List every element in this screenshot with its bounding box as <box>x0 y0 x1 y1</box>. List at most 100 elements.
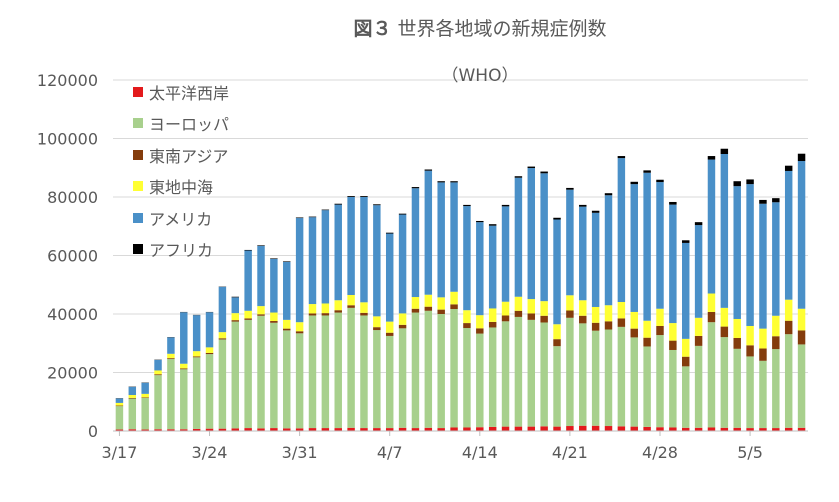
x-axis: 3/17 3/24 3/31 4/7 4/14 4/21 4/28 5/5 <box>101 430 808 462</box>
bar-segment-series-3 <box>270 312 278 322</box>
legend-swatch <box>133 118 143 129</box>
bar-segment-series-1 <box>746 356 754 429</box>
bar-segment-series-1 <box>231 321 239 429</box>
bar-segment-series-4 <box>308 217 317 305</box>
bar-segment-series-1 <box>205 354 214 429</box>
bar-segment-series-3 <box>360 302 368 313</box>
bar-segment-series-5 <box>656 179 664 183</box>
bar-segment-series-5 <box>682 240 690 243</box>
legend-label: アフリカ <box>149 241 214 261</box>
bar-segment-series-3 <box>347 294 355 306</box>
bar-segment-series-1 <box>682 366 690 428</box>
bar-segment-series-3 <box>501 301 510 316</box>
bar-segment-series-0 <box>347 427 355 431</box>
bar-segment-series-5 <box>488 224 497 226</box>
bar-segment-series-5 <box>720 148 729 154</box>
bar-segment-series-1 <box>656 335 664 428</box>
bar-segment-series-4 <box>604 195 613 306</box>
bar-segment-series-5 <box>321 209 330 211</box>
bar-segment-series-2 <box>154 374 162 376</box>
bar-segment-series-3 <box>437 297 445 310</box>
bar-segment-series-3 <box>604 305 613 322</box>
bar-segment-series-1 <box>527 319 536 427</box>
bar-segment-series-5 <box>283 261 291 262</box>
bar-segment-series-3 <box>463 310 471 324</box>
bar-segment-series-5 <box>295 217 304 219</box>
bar-segment-series-3 <box>373 316 381 328</box>
bar-segment-series-0 <box>141 429 149 431</box>
bar-segment-series-1 <box>488 327 497 427</box>
bar-segment-series-0 <box>154 429 162 431</box>
gridlines <box>113 79 808 373</box>
bar-segment-series-5 <box>501 204 510 207</box>
bar-segment-series-3 <box>321 303 330 314</box>
bar-segment-series-5 <box>694 222 703 226</box>
bar-segment-series-3 <box>128 395 137 398</box>
bar-segment-series-2 <box>115 405 124 407</box>
bar-segment-series-4 <box>720 154 729 308</box>
bar-segment-series-5 <box>566 187 574 190</box>
bar-segment-series-3 <box>180 363 188 369</box>
bar-segment-series-0 <box>218 428 227 431</box>
bar-segment-series-0 <box>797 427 806 431</box>
bar-segment-series-1 <box>772 349 780 429</box>
legend-swatch <box>133 149 143 160</box>
legend-item: 東地中海 <box>133 171 229 203</box>
bar-segment-series-2 <box>347 305 355 308</box>
bar-segment-series-4 <box>682 242 690 339</box>
y-tick-label: 100000 <box>37 130 98 149</box>
legend-label: アメリカ <box>149 209 213 229</box>
legend-item: ヨーロッパ <box>133 108 229 140</box>
bar-segment-series-1 <box>128 398 137 430</box>
bar-segment-series-2 <box>617 318 626 327</box>
bar-segment-series-4 <box>154 359 162 371</box>
bar-segment-series-3 <box>257 306 265 315</box>
bar-segment-series-2 <box>205 352 214 355</box>
bar-segment-series-3 <box>283 319 291 329</box>
bar-segment-series-3 <box>669 323 677 341</box>
bar-segment-series-3 <box>617 302 626 319</box>
bar-segment-series-4 <box>797 161 806 309</box>
bar-segment-series-5 <box>373 204 381 206</box>
bar-segment-series-1 <box>192 357 201 429</box>
bar-segment-series-1 <box>450 309 458 428</box>
bar-segment-series-5 <box>630 181 638 185</box>
bar-segment-series-4 <box>270 259 278 313</box>
bar-segment-series-0 <box>694 427 703 431</box>
bar-segment-series-5 <box>759 199 767 204</box>
bar-segment-series-3 <box>411 297 420 309</box>
bar-segment-series-4 <box>180 312 188 364</box>
bar-segment-series-2 <box>527 313 536 320</box>
bar-segment-series-4 <box>759 203 767 329</box>
bar-segment-series-4 <box>656 182 664 309</box>
bar-segment-series-4 <box>643 172 651 321</box>
bar-segment-series-5 <box>540 171 548 174</box>
bar-segment-series-3 <box>759 328 767 349</box>
bar-segment-series-5 <box>347 196 355 197</box>
bar-segment-series-0 <box>244 428 252 431</box>
bar-segment-series-0 <box>270 428 278 431</box>
bar-segment-series-0 <box>411 428 420 431</box>
bar-segment-series-2 <box>385 332 394 336</box>
bar-segment-series-2 <box>360 312 368 316</box>
bar-segment-series-2 <box>643 337 651 347</box>
bar-segment-series-2 <box>720 326 729 338</box>
bar-segment-series-0 <box>128 429 137 431</box>
legend-item: アメリカ <box>133 202 229 234</box>
bar-segment-series-3 <box>385 321 394 333</box>
y-tick-label: 80000 <box>47 188 98 207</box>
legend-item: 太平洋西岸 <box>133 76 229 108</box>
bar-segment-series-4 <box>411 188 420 298</box>
bar-segment-series-1 <box>180 369 188 430</box>
bar-segment-series-0 <box>334 428 342 431</box>
bar-segment-series-1 <box>476 333 484 428</box>
bar-segment-series-4 <box>115 398 124 403</box>
bar-segment-series-2 <box>514 310 523 317</box>
bar-segment-series-3 <box>656 308 664 326</box>
bar-segment-series-1 <box>604 329 613 427</box>
bar-segment-series-4 <box>501 206 510 302</box>
bar-segment-series-2 <box>411 308 420 313</box>
bar-segment-series-0 <box>553 426 561 431</box>
bar-segment-series-3 <box>746 325 754 346</box>
